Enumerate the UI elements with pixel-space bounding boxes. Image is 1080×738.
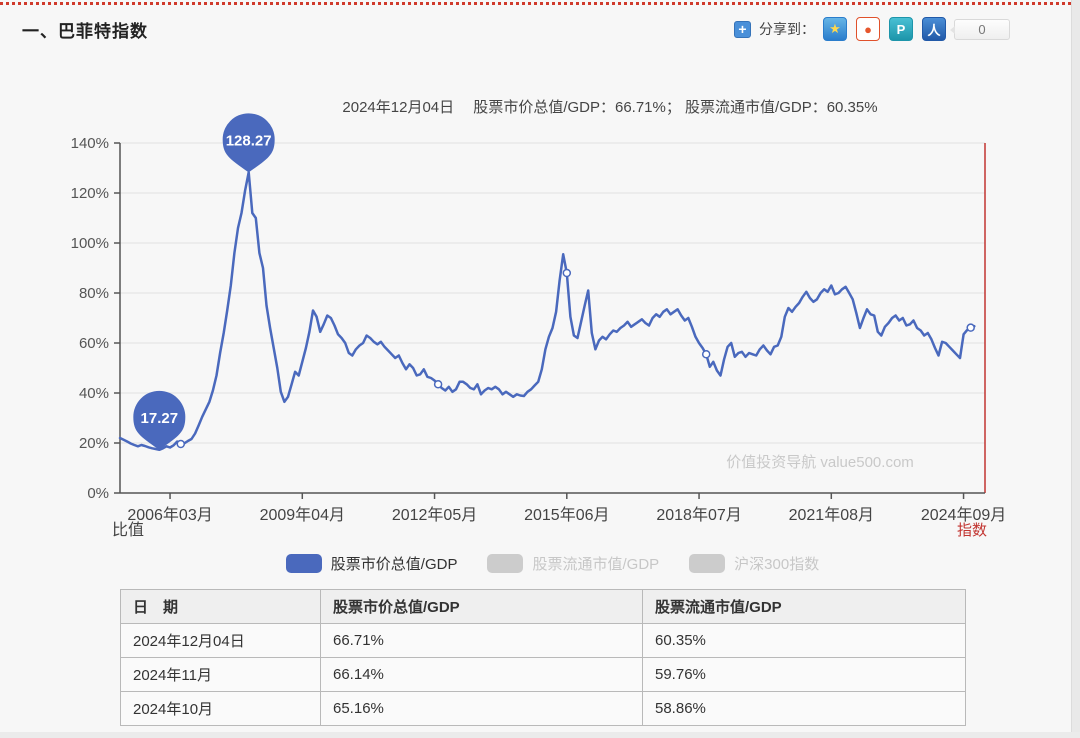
x-axis-label: 2021年08月 — [789, 506, 874, 524]
data-point-dot[interactable] — [562, 268, 572, 278]
watermark: 价值投资导航 value500.com — [726, 454, 914, 471]
table-cell: 66.14% — [320, 657, 643, 692]
chart-title: 2024年12月04日 股票市价总值/GDP：66.71%； 股票流通市值/GD… — [342, 99, 878, 116]
share-count-badge[interactable]: 0 — [950, 18, 1010, 40]
header: 一、巴菲特指数 + 分享到： ★ ● P 人 0 — [0, 10, 1080, 48]
x-axis-label: 2018年07月 — [656, 506, 741, 524]
top-dotted-divider — [0, 2, 1080, 5]
axis-name-index: 指数 — [957, 522, 987, 539]
share-icon-pengyou[interactable]: P — [889, 17, 913, 41]
table-row: 2024年10月 65.16% 58.86% — [120, 691, 966, 726]
data-point-dot[interactable] — [966, 323, 975, 332]
legend-swatch-market-cap — [285, 554, 322, 573]
data-point-dot[interactable] — [701, 350, 711, 359]
y-axis-label: 80% — [79, 285, 109, 302]
legend-label: 沪深300指数 — [734, 556, 820, 573]
y-axis-label: 140% — [71, 135, 109, 152]
x-axis-label: 2006年03月 — [127, 506, 212, 524]
chart-legend: 股票市价总值/GDP 股票流通市值/GDP 沪深300指数 — [120, 553, 985, 574]
markpoint-pin[interactable] — [222, 113, 275, 173]
table-header-cell: 日 期 — [120, 589, 321, 624]
table-cell: 60.35% — [642, 623, 966, 658]
table-row: 2024年12月04日 66.71% 60.35% — [120, 623, 966, 658]
data-point-dot[interactable] — [176, 439, 186, 449]
share-bar: + 分享到： ★ ● P 人 0 — [734, 17, 1010, 41]
page-right-edge — [1071, 0, 1080, 738]
markpoint-label: 128.27 — [226, 132, 272, 149]
values-table: 日 期股票市价总值/GDP 股票流通市值/GDP 2024年12月04日 66.71… — [120, 589, 966, 726]
legend-item-csi300[interactable]: 沪深300指数 — [689, 553, 819, 574]
x-axis-label: 2012年05月 — [392, 506, 477, 524]
table-cell: 59.76% — [642, 657, 966, 692]
table-header-row: 日 期股票市价总值/GDP 股票流通市值/GDP — [120, 589, 966, 624]
y-axis-label: 60% — [79, 335, 109, 352]
legend-label: 股票市价总值/GDP — [330, 556, 458, 573]
y-axis-label: 0% — [87, 485, 109, 502]
table-cell: 65.16% — [320, 691, 643, 726]
y-axis-label: 120% — [71, 185, 109, 202]
table-cell: 2024年10月 — [120, 691, 321, 726]
x-axis-label: 2024年09月 — [921, 506, 1006, 524]
page-bottom-edge — [0, 732, 1080, 738]
share-icon-weibo[interactable]: ● — [856, 17, 880, 41]
markpoint-pin[interactable] — [133, 390, 186, 450]
markpoint-label: 17.27 — [141, 410, 179, 427]
share-icon-renren[interactable]: 人 — [922, 17, 946, 41]
x-axis-label: 2009年04月 — [260, 506, 345, 524]
legend-item-market-cap-gdp[interactable]: 股票市价总值/GDP — [285, 553, 458, 574]
series-line-market-cap-gdp[interactable] — [118, 171, 976, 452]
y-axis-label: 20% — [79, 435, 109, 452]
axis-name-ratio: 比值 — [112, 521, 144, 539]
table-header-cell: 股票市价总值/GDP — [320, 589, 643, 624]
table-row: 2024年11月 66.14% 59.76% — [120, 657, 966, 692]
y-axis-label: 100% — [71, 235, 109, 252]
buffett-index-chart[interactable]: 0% 20% 40% 60% 80% 100% 120% 140% 2006年03月 2009年0… — [0, 55, 1080, 550]
y-axis-label: 40% — [79, 385, 109, 402]
legend-swatch-csi300 — [689, 554, 726, 573]
legend-item-float-cap-gdp[interactable]: 股票流通市值/GDP — [487, 553, 659, 574]
table-cell: 2024年12月04日 — [120, 623, 321, 658]
share-label: 分享到： — [759, 21, 815, 37]
data-point-dot[interactable] — [433, 380, 443, 389]
share-icon-qzone[interactable]: ★ — [823, 17, 847, 41]
share-plus-icon[interactable]: + — [734, 20, 751, 38]
share-icons: ★ ● P 人 — [823, 17, 946, 41]
table-cell: 2024年11月 — [120, 657, 321, 692]
table-cell: 58.86% — [642, 691, 966, 726]
legend-label: 股票流通市值/GDP — [532, 556, 660, 573]
legend-swatch-float-cap — [487, 554, 524, 573]
table-cell: 66.71% — [320, 623, 643, 658]
x-axis-label: 2015年06月 — [524, 506, 609, 524]
page-title: 一、巴菲特指数 — [22, 21, 148, 41]
table-header-cell: 股票流通市值/GDP — [642, 589, 966, 624]
